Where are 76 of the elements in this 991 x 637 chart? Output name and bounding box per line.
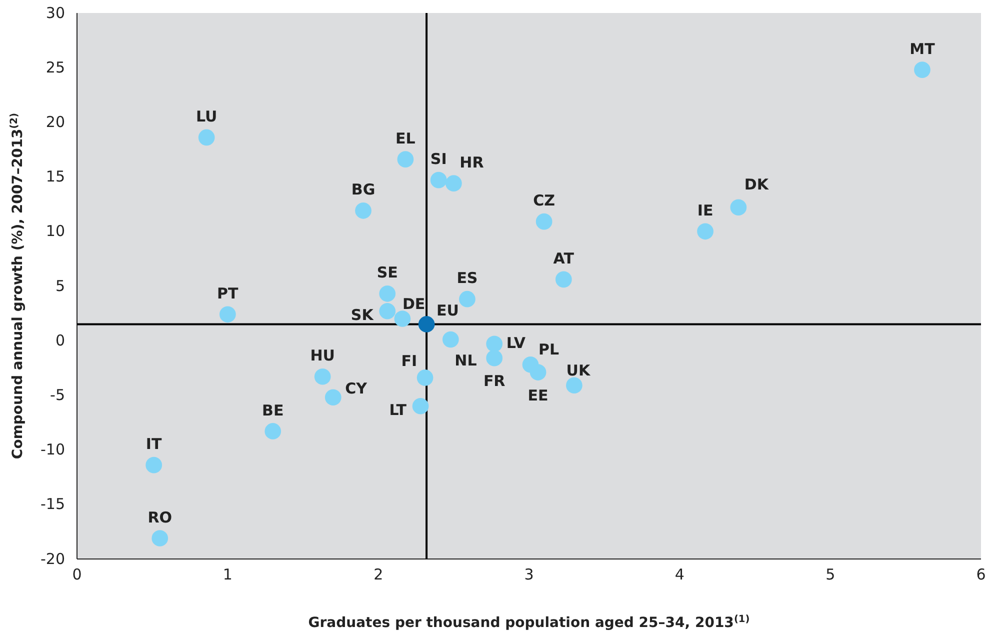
series-label: BG (351, 180, 376, 199)
x-tick-label: 3 (524, 566, 534, 584)
point (146, 456, 162, 474)
series-label: UK (566, 361, 592, 380)
series-label: CZ (533, 192, 556, 210)
series-label: DK (744, 175, 770, 194)
point (379, 302, 396, 320)
point (486, 350, 503, 366)
series-label: SE (376, 264, 398, 282)
point (394, 310, 411, 327)
point (397, 151, 414, 168)
y-tick-label: 30 (46, 4, 65, 22)
point (430, 172, 447, 188)
series-label: IE (697, 201, 714, 220)
y-tick-label: 15 (46, 168, 65, 186)
series-label: HR (460, 153, 484, 172)
x-tick-label: 6 (976, 566, 986, 584)
point (566, 377, 582, 394)
series-label: MT (910, 40, 936, 58)
point (445, 175, 462, 192)
series-label: CY (345, 379, 368, 398)
y-tick-label: 10 (46, 222, 65, 240)
point (355, 202, 372, 219)
point (418, 316, 435, 332)
point (379, 285, 396, 302)
series-label: PT (217, 284, 240, 302)
series-label: HU (310, 346, 335, 365)
point (152, 530, 168, 546)
point (219, 306, 236, 323)
x-tick-label: 4 (674, 566, 684, 584)
series-label: ES (456, 269, 478, 288)
point (555, 271, 572, 288)
x-tick-label: 5 (826, 566, 836, 584)
series-label: FI (401, 352, 418, 370)
series-label: RO (148, 508, 172, 526)
series-label: BE (262, 401, 284, 420)
point (730, 199, 747, 216)
x-tick-label: 0 (72, 566, 82, 584)
y-tick-label: 25 (46, 58, 65, 76)
point (324, 389, 342, 406)
point (530, 364, 546, 380)
y-tick-label: -5 (50, 386, 65, 404)
series-label: EU (436, 301, 459, 320)
series-label: FR (483, 372, 506, 390)
point (536, 213, 552, 230)
x-tick-label: 1 (222, 566, 232, 584)
y-tick-label: -20 (40, 550, 65, 568)
x-tick-label: 2 (374, 566, 384, 584)
series-label: EL (396, 129, 416, 148)
series-label: AT (553, 250, 575, 268)
point (264, 423, 282, 440)
series-label: IT (146, 435, 163, 454)
point (486, 336, 503, 352)
y-tick-label: 20 (46, 113, 65, 131)
series-label: NL (454, 352, 478, 370)
point (314, 368, 331, 385)
series-label: SK (350, 306, 375, 324)
point (697, 223, 714, 240)
y-tick-label: 0 (55, 331, 65, 350)
series-label: EE (528, 386, 548, 404)
series-label: LU (196, 108, 218, 126)
y-tick-label: -10 (40, 440, 65, 459)
point (459, 290, 476, 308)
point (442, 331, 459, 348)
x-axis-title: Graduates per thousand population aged 25–34, 2013$^{(1)}$ (308, 614, 750, 631)
point (412, 398, 429, 414)
y-tick-label: -15 (40, 495, 65, 514)
series-label: LV (506, 334, 526, 352)
y-tick-label: 5 (55, 276, 65, 295)
series-label: SI (430, 150, 447, 168)
series-label: LT (389, 401, 408, 420)
point (914, 62, 930, 78)
point (416, 370, 434, 386)
series-label: DE (402, 294, 426, 313)
point (198, 129, 215, 146)
series-label: PL (538, 340, 560, 359)
